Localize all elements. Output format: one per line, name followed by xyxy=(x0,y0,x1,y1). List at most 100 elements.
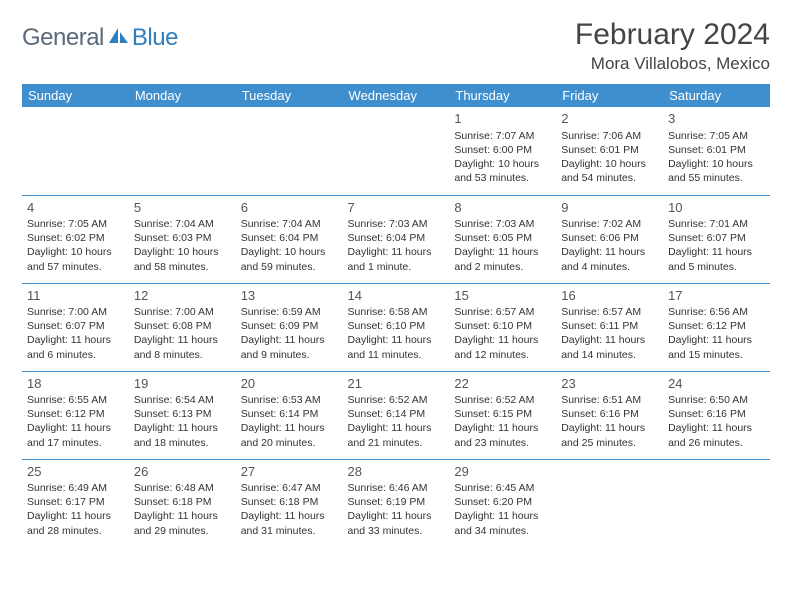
calendar-page: General Blue February 2024 Mora Villalob… xyxy=(0,0,792,612)
day-cell: 5Sunrise: 7:04 AMSunset: 6:03 PMDaylight… xyxy=(129,195,236,283)
day-number: 18 xyxy=(27,375,124,393)
day-cell: 26Sunrise: 6:48 AMSunset: 6:18 PMDayligh… xyxy=(129,459,236,547)
daylight-line: Daylight: 11 hours and 1 minute. xyxy=(348,245,445,273)
sunset-line: Sunset: 6:09 PM xyxy=(241,319,338,333)
calendar-row: 25Sunrise: 6:49 AMSunset: 6:17 PMDayligh… xyxy=(22,459,770,547)
sunrise-line: Sunrise: 7:01 AM xyxy=(668,217,765,231)
brand-logo: General Blue xyxy=(22,18,178,52)
sunset-line: Sunset: 6:02 PM xyxy=(27,231,124,245)
day-number: 2 xyxy=(561,110,658,128)
page-header: General Blue February 2024 Mora Villalob… xyxy=(22,18,770,74)
day-cell: 16Sunrise: 6:57 AMSunset: 6:11 PMDayligh… xyxy=(556,283,663,371)
daylight-line: Daylight: 11 hours and 6 minutes. xyxy=(27,333,124,361)
empty-cell xyxy=(663,459,770,547)
sunset-line: Sunset: 6:15 PM xyxy=(454,407,551,421)
daylight-line: Daylight: 11 hours and 9 minutes. xyxy=(241,333,338,361)
daylight-line: Daylight: 10 hours and 58 minutes. xyxy=(134,245,231,273)
daylight-line: Daylight: 10 hours and 54 minutes. xyxy=(561,157,658,185)
location-label: Mora Villalobos, Mexico xyxy=(575,54,770,74)
day-number: 12 xyxy=(134,287,231,305)
daylight-line: Daylight: 11 hours and 28 minutes. xyxy=(27,509,124,537)
sunrise-line: Sunrise: 7:04 AM xyxy=(134,217,231,231)
sunrise-line: Sunrise: 7:07 AM xyxy=(454,129,551,143)
day-cell: 25Sunrise: 6:49 AMSunset: 6:17 PMDayligh… xyxy=(22,459,129,547)
month-title: February 2024 xyxy=(575,18,770,52)
sunset-line: Sunset: 6:03 PM xyxy=(134,231,231,245)
day-cell: 21Sunrise: 6:52 AMSunset: 6:14 PMDayligh… xyxy=(343,371,450,459)
daylight-line: Daylight: 11 hours and 11 minutes. xyxy=(348,333,445,361)
brand-name-part1: General xyxy=(22,24,104,52)
day-number: 14 xyxy=(348,287,445,305)
sunrise-line: Sunrise: 6:52 AM xyxy=(348,393,445,407)
daylight-line: Daylight: 10 hours and 55 minutes. xyxy=(668,157,765,185)
sunrise-line: Sunrise: 6:49 AM xyxy=(27,481,124,495)
sunset-line: Sunset: 6:12 PM xyxy=(27,407,124,421)
sunrise-line: Sunrise: 7:05 AM xyxy=(27,217,124,231)
day-number: 19 xyxy=(134,375,231,393)
sunrise-line: Sunrise: 6:46 AM xyxy=(348,481,445,495)
day-number: 8 xyxy=(454,199,551,217)
calendar-row: 11Sunrise: 7:00 AMSunset: 6:07 PMDayligh… xyxy=(22,283,770,371)
sunrise-line: Sunrise: 7:00 AM xyxy=(27,305,124,319)
calendar-body: 1Sunrise: 7:07 AMSunset: 6:00 PMDaylight… xyxy=(22,107,770,547)
day-number: 10 xyxy=(668,199,765,217)
sunset-line: Sunset: 6:10 PM xyxy=(348,319,445,333)
sunset-line: Sunset: 6:07 PM xyxy=(27,319,124,333)
day-number: 20 xyxy=(241,375,338,393)
sunrise-line: Sunrise: 6:51 AM xyxy=(561,393,658,407)
sunset-line: Sunset: 6:14 PM xyxy=(241,407,338,421)
day-cell: 15Sunrise: 6:57 AMSunset: 6:10 PMDayligh… xyxy=(449,283,556,371)
day-cell: 11Sunrise: 7:00 AMSunset: 6:07 PMDayligh… xyxy=(22,283,129,371)
day-number: 23 xyxy=(561,375,658,393)
sunrise-line: Sunrise: 6:48 AM xyxy=(134,481,231,495)
daylight-line: Daylight: 11 hours and 33 minutes. xyxy=(348,509,445,537)
sunset-line: Sunset: 6:12 PM xyxy=(668,319,765,333)
daylight-line: Daylight: 10 hours and 57 minutes. xyxy=(27,245,124,273)
sunrise-line: Sunrise: 7:02 AM xyxy=(561,217,658,231)
day-number: 9 xyxy=(561,199,658,217)
daylight-line: Daylight: 11 hours and 20 minutes. xyxy=(241,421,338,449)
sunrise-line: Sunrise: 6:52 AM xyxy=(454,393,551,407)
sunset-line: Sunset: 6:10 PM xyxy=(454,319,551,333)
calendar-row: 1Sunrise: 7:07 AMSunset: 6:00 PMDaylight… xyxy=(22,107,770,195)
daylight-line: Daylight: 11 hours and 5 minutes. xyxy=(668,245,765,273)
empty-cell xyxy=(236,107,343,195)
day-cell: 2Sunrise: 7:06 AMSunset: 6:01 PMDaylight… xyxy=(556,107,663,195)
calendar-row: 4Sunrise: 7:05 AMSunset: 6:02 PMDaylight… xyxy=(22,195,770,283)
sunset-line: Sunset: 6:01 PM xyxy=(668,143,765,157)
day-number: 15 xyxy=(454,287,551,305)
daylight-line: Daylight: 11 hours and 34 minutes. xyxy=(454,509,551,537)
day-cell: 18Sunrise: 6:55 AMSunset: 6:12 PMDayligh… xyxy=(22,371,129,459)
day-cell: 22Sunrise: 6:52 AMSunset: 6:15 PMDayligh… xyxy=(449,371,556,459)
sunset-line: Sunset: 6:00 PM xyxy=(454,143,551,157)
day-number: 3 xyxy=(668,110,765,128)
day-header: Thursday xyxy=(449,84,556,107)
day-number: 28 xyxy=(348,463,445,481)
sunrise-line: Sunrise: 7:03 AM xyxy=(348,217,445,231)
day-number: 21 xyxy=(348,375,445,393)
calendar-row: 18Sunrise: 6:55 AMSunset: 6:12 PM Dayligh… xyxy=(22,371,770,459)
sail-right xyxy=(120,32,128,43)
sunset-line: Sunset: 6:14 PM xyxy=(348,407,445,421)
sunrise-line: Sunrise: 7:00 AM xyxy=(134,305,231,319)
brand-name-part2: Blue xyxy=(132,24,178,52)
day-number: 26 xyxy=(134,463,231,481)
sunset-line: Sunset: 6:13 PM xyxy=(134,407,231,421)
sunrise-line: Sunrise: 6:55 AM xyxy=(27,393,124,407)
day-cell: 24Sunrise: 6:50 AMSunset: 6:16 PMDayligh… xyxy=(663,371,770,459)
sunset-line: Sunset: 6:01 PM xyxy=(561,143,658,157)
day-cell: 4Sunrise: 7:05 AMSunset: 6:02 PMDaylight… xyxy=(22,195,129,283)
daylight-line: Daylight: 11 hours and 23 minutes. xyxy=(454,421,551,449)
daylight-line: Daylight: 11 hours and 15 minutes. xyxy=(668,333,765,361)
daylight-line: Daylight: 11 hours and 18 minutes. xyxy=(134,421,231,449)
sunset-line: Sunset: 6:05 PM xyxy=(454,231,551,245)
sunset-line: Sunset: 6:18 PM xyxy=(134,495,231,509)
day-number: 16 xyxy=(561,287,658,305)
day-cell: 17Sunrise: 6:56 AMSunset: 6:12 PMDayligh… xyxy=(663,283,770,371)
day-number: 7 xyxy=(348,199,445,217)
sunset-line: Sunset: 6:04 PM xyxy=(348,231,445,245)
day-cell: 8Sunrise: 7:03 AMSunset: 6:05 PMDaylight… xyxy=(449,195,556,283)
day-cell: 20Sunrise: 6:53 AMSunset: 6:14 PMDayligh… xyxy=(236,371,343,459)
day-number: 24 xyxy=(668,375,765,393)
sunset-line: Sunset: 6:18 PM xyxy=(241,495,338,509)
